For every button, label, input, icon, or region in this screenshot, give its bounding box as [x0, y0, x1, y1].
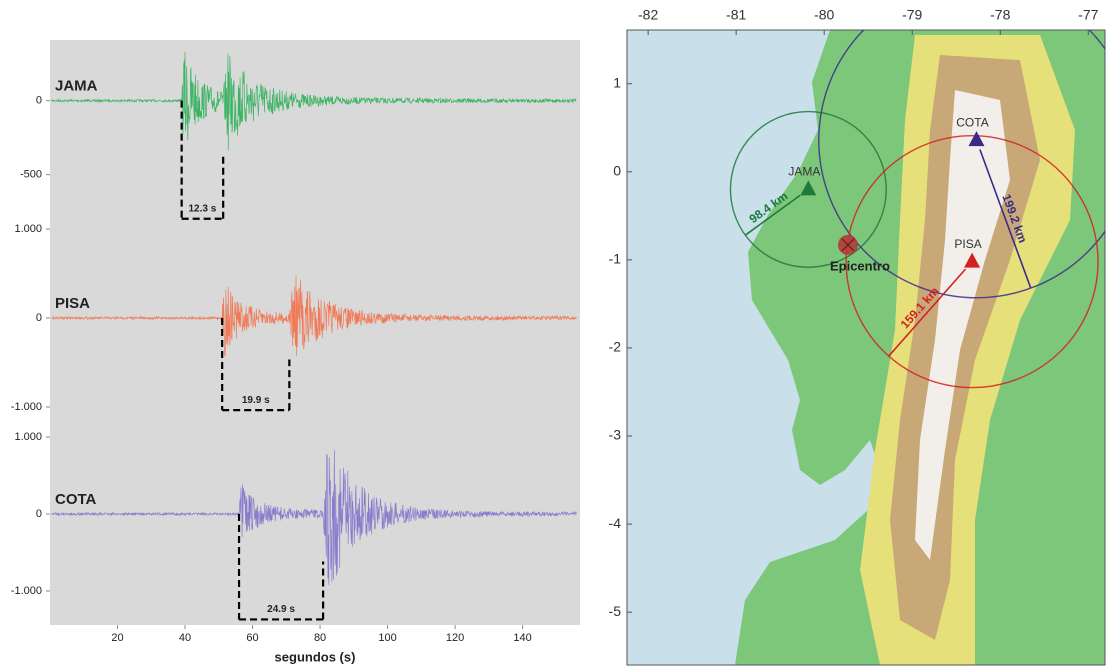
- lat-tick-label: -1: [609, 251, 622, 267]
- y-tick-label: 1.000: [14, 223, 42, 235]
- y-tick-label: 1.000: [14, 431, 42, 443]
- map-base: [627, 30, 1105, 665]
- x-tick-label: 100: [378, 632, 396, 644]
- lat-tick-label: -5: [609, 603, 622, 619]
- station-marker: [800, 180, 817, 196]
- waveform: [51, 275, 577, 357]
- duration-label: 12.3 s: [189, 203, 217, 214]
- x-tick-label: 140: [513, 632, 531, 644]
- x-tick-label: 120: [446, 632, 464, 644]
- x-tick-label: 40: [179, 632, 191, 644]
- epicenter-label: Epicentro: [830, 258, 890, 273]
- station-name: COTA: [956, 115, 988, 129]
- distance-circle: [818, 30, 1105, 299]
- y-tick-label: -500: [20, 169, 42, 181]
- lon-tick-label: -77: [1078, 7, 1098, 23]
- lon-tick-label: -81: [726, 7, 746, 23]
- lon-tick-label: -82: [638, 7, 658, 23]
- distance-circle: [729, 110, 887, 269]
- station-marker: [968, 131, 985, 147]
- lat-tick-label: -3: [609, 427, 622, 443]
- x-tick-label: 60: [246, 632, 258, 644]
- y-tick-label: -1.000: [11, 401, 42, 413]
- distance-arrow: [744, 194, 801, 236]
- station-name: PISA: [954, 237, 981, 251]
- lon-tick-label: -79: [902, 7, 922, 23]
- distance-circles: [729, 30, 1105, 389]
- x-tick-label: 80: [314, 632, 326, 644]
- epicenter-cross: [841, 238, 855, 252]
- land-peaks: [915, 90, 1010, 560]
- distance-arrow: [888, 268, 967, 357]
- station-label: COTA: [55, 491, 97, 508]
- station-name: JAMA: [788, 165, 820, 179]
- lon-tick-label: -78: [990, 7, 1010, 23]
- waveform: [51, 51, 577, 151]
- y-tick-label: 0: [36, 95, 42, 107]
- distance-circle: [845, 134, 1099, 389]
- duration-label: 24.9 s: [267, 604, 295, 615]
- lat-tick-label: 1: [613, 74, 621, 90]
- station-label: JAMA: [55, 78, 98, 95]
- lat-tick-label: 0: [613, 162, 621, 178]
- lat-tick-label: -2: [609, 339, 622, 355]
- x-axis-label: segundos (s): [275, 649, 356, 664]
- distance-arrow: [979, 149, 1032, 289]
- y-tick-label: -1.000: [11, 585, 42, 597]
- y-tick-label: 0: [36, 508, 42, 520]
- duration-label: 19.9 s: [242, 395, 270, 406]
- station-label: PISA: [55, 295, 90, 312]
- station-marker: [964, 252, 981, 268]
- x-tick-label: 20: [111, 632, 123, 644]
- y-tick-label: 0: [36, 312, 42, 324]
- lon-tick-label: -80: [814, 7, 834, 23]
- lat-tick-label: -4: [609, 515, 622, 531]
- waveform: [51, 450, 577, 585]
